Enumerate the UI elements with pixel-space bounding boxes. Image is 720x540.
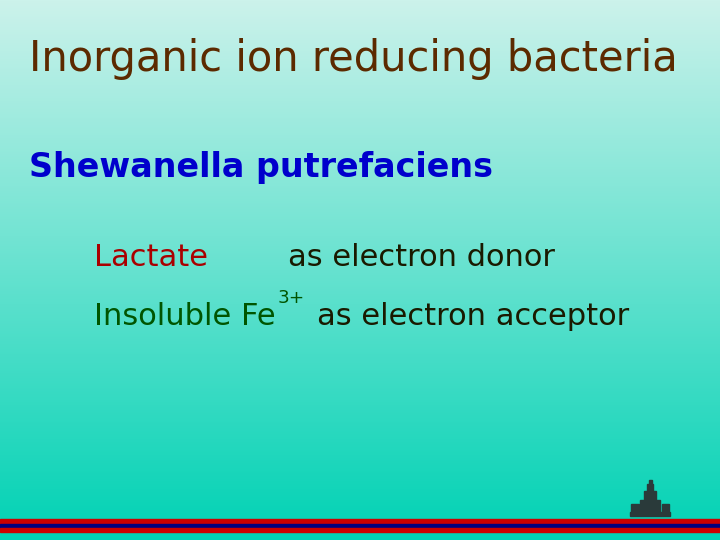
Text: 3+: 3+ xyxy=(277,289,305,307)
Bar xyxy=(0,528,720,532)
Bar xyxy=(652,500,660,512)
Text: as electron acceptor: as electron acceptor xyxy=(317,302,629,332)
Text: Insoluble Fe: Insoluble Fe xyxy=(94,302,275,332)
Bar xyxy=(649,480,652,484)
Bar xyxy=(0,519,720,524)
Text: Shewanella putrefaciens: Shewanella putrefaciens xyxy=(29,151,492,184)
Text: Lactate: Lactate xyxy=(94,243,207,272)
Bar xyxy=(644,491,656,512)
Bar xyxy=(662,504,669,512)
Text: as electron donor: as electron donor xyxy=(288,243,555,272)
Bar xyxy=(647,484,653,491)
Bar xyxy=(631,504,639,512)
Bar xyxy=(640,500,649,512)
Bar xyxy=(0,524,720,528)
Bar xyxy=(630,512,670,516)
Text: Inorganic ion reducing bacteria: Inorganic ion reducing bacteria xyxy=(29,38,678,80)
